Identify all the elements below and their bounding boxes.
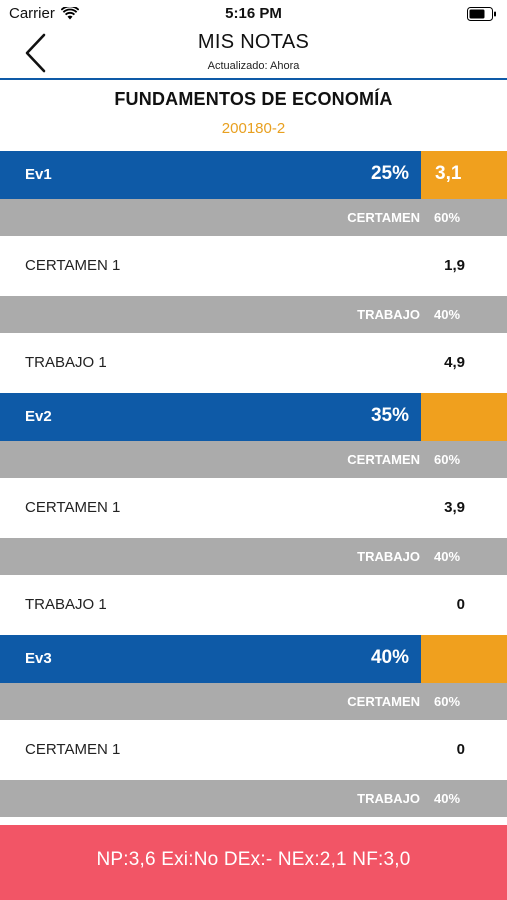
wifi-icon [60, 7, 79, 20]
grade-item-row[interactable]: TRABAJO 1 0 [0, 575, 507, 635]
battery-icon [467, 7, 496, 21]
course-title: FUNDAMENTOS DE ECONOMÍA [114, 89, 393, 109]
evaluation-name: Ev1 [25, 166, 52, 183]
category-name: TRABAJO [357, 791, 420, 806]
category-name: TRABAJO [357, 549, 420, 564]
category-name: TRABAJO [357, 307, 420, 322]
category-row: CERTAMEN 60% [0, 683, 507, 720]
category-weight: 40% [434, 791, 461, 806]
last-updated: Actualizado: Ahora [207, 60, 300, 72]
evaluation-grade: 3,1 [421, 151, 507, 199]
grade-item-name: TRABAJO 1 [25, 596, 107, 613]
evaluation-header-2[interactable]: Ev2 35% [0, 393, 507, 441]
evaluation-grade [421, 393, 507, 441]
grade-item-name: CERTAMEN 1 [25, 499, 121, 516]
grade-item-name: TRABAJO 1 [25, 354, 107, 371]
chevron-left-icon[interactable] [22, 32, 52, 74]
status-time: 5:16 PM [225, 5, 282, 22]
carrier-label: Carrier [9, 5, 55, 22]
course-code: 200180-2 [221, 120, 286, 137]
category-weight: 60% [434, 210, 461, 225]
evaluation-header-3[interactable]: Ev3 40% [0, 635, 507, 683]
grade-item-row[interactable]: CERTAMEN 1 1,9 [0, 236, 507, 296]
category-name: CERTAMEN [347, 694, 420, 709]
grades-list: Ev1 25% 3,1 CERTAMEN 60% CERTAMEN 1 1,9 TRABAJO… [0, 151, 507, 817]
category-weight: 60% [434, 694, 461, 709]
evaluation-header-1[interactable]: Ev1 25% 3,1 [0, 151, 507, 199]
category-weight: 40% [434, 307, 461, 322]
grade-item-row[interactable]: CERTAMEN 1 3,9 [0, 478, 507, 538]
evaluation-name: Ev3 [25, 650, 52, 667]
category-row: CERTAMEN 60% [0, 441, 507, 478]
grade-item-value: 0 [456, 741, 465, 758]
grade-item-row[interactable]: TRABAJO 1 4,9 [0, 333, 507, 393]
grade-summary-bar: NP:3,6 Exi:No DEx:- NEx:2,1 NF:3,0 [0, 825, 507, 900]
category-row: CERTAMEN 60% [0, 199, 507, 236]
category-weight: 40% [434, 549, 461, 564]
status-bar: Carrier 5:16 PM [0, 0, 507, 28]
nav-header: MIS NOTAS Actualizado: Ahora [0, 28, 507, 80]
category-weight: 60% [434, 452, 461, 467]
evaluation-weight: 40% [370, 647, 409, 668]
category-row: TRABAJO 40% [0, 296, 507, 333]
grade-item-row[interactable]: CERTAMEN 1 0 [0, 720, 507, 780]
grade-item-value: 3,9 [444, 499, 465, 516]
page-title: MIS NOTAS [197, 31, 310, 53]
grade-item-value: 1,9 [444, 257, 465, 274]
grade-item-name: CERTAMEN 1 [25, 741, 121, 758]
grade-item-name: CERTAMEN 1 [25, 257, 121, 274]
grade-item-value: 4,9 [444, 354, 465, 371]
grade-item-value: 0 [456, 596, 465, 613]
category-name: CERTAMEN [347, 452, 420, 467]
category-row: TRABAJO 40% [0, 780, 507, 817]
evaluation-weight: 35% [370, 405, 409, 426]
evaluation-name: Ev2 [25, 408, 52, 425]
category-row: TRABAJO 40% [0, 538, 507, 575]
evaluation-weight: 25% [370, 163, 409, 184]
carrier-info: Carrier [9, 5, 79, 22]
evaluation-grade [421, 635, 507, 683]
grade-summary: NP:3,6 Exi:No DEx:- NEx:2,1 NF:3,0 [96, 849, 411, 870]
category-name: CERTAMEN [347, 210, 420, 225]
